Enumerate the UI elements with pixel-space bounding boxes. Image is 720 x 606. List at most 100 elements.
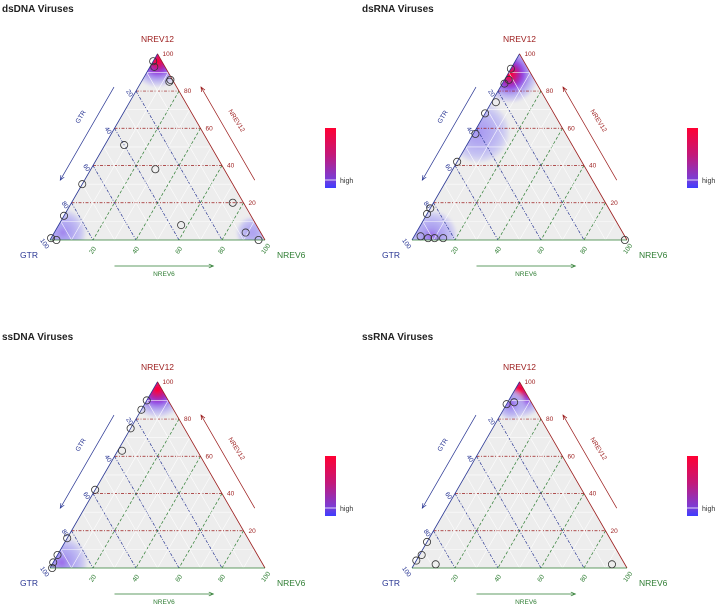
grid-nrev6 (92, 418, 180, 569)
legend-colorbar (325, 128, 336, 188)
tick-nrev12: 40 (227, 163, 235, 170)
tick-gtr: 80 (422, 528, 432, 538)
tick-gtr: 80 (60, 200, 70, 210)
data-point (149, 57, 158, 66)
grid-minor (519, 474, 574, 569)
tick-nrev12: 20 (249, 200, 257, 207)
data-point (241, 228, 250, 237)
tick-nrev12: 100 (163, 379, 174, 386)
data-point (607, 560, 616, 569)
grid-nrev6 (540, 165, 585, 241)
grid-minor (465, 474, 520, 569)
tick-gtr: 80 (60, 528, 70, 538)
tick-gtr: 60 (443, 491, 453, 501)
tick-nrev6: 60 (174, 573, 184, 583)
edge-right (519, 381, 628, 569)
tick-nrev6: 100 (260, 242, 272, 255)
grid-minor (146, 400, 244, 569)
axis-name-nrev12: NREV12 (588, 436, 608, 461)
arrow-nrev12-head (562, 414, 568, 421)
legend-label: high (340, 506, 353, 513)
tick-nrev12: 80 (184, 88, 192, 95)
tick-gtr: 20 (486, 417, 496, 427)
axis-name-gtr: GTR (436, 109, 449, 125)
data-point (118, 446, 127, 455)
data-point (620, 235, 629, 244)
data-point (416, 232, 425, 241)
grid-minor (433, 72, 531, 241)
arrow-gtr-head (421, 503, 427, 509)
edge-right (157, 53, 266, 241)
tick-nrev12: 80 (546, 416, 554, 423)
data-point (510, 398, 519, 407)
edge-left (49, 53, 158, 241)
grid-minor (60, 221, 72, 241)
data-point (228, 198, 237, 207)
data-point (151, 165, 160, 174)
data-point (417, 550, 426, 559)
data-point (52, 235, 61, 244)
data-point (430, 234, 439, 243)
grid-minor (124, 109, 201, 241)
vertex-label-right: NREV6 (277, 250, 306, 260)
density-contour (59, 229, 67, 236)
data-point (423, 209, 432, 218)
density-contour (249, 230, 255, 235)
data-points (47, 57, 263, 244)
grid-minor (486, 109, 563, 241)
arrow-nrev6-head (208, 263, 215, 269)
arrow-gtr (421, 414, 477, 509)
tick-nrev6: 60 (536, 573, 546, 583)
tick-gtr: 40 (103, 126, 113, 136)
grid-minor (81, 511, 115, 569)
tick-nrev6: 40 (493, 573, 503, 583)
tick-nrev12: 60 (568, 453, 576, 460)
tick-nrev6: 80 (217, 573, 227, 583)
tick-nrev12: 20 (611, 200, 619, 207)
arrow-gtr-head (421, 175, 427, 181)
grid-minor (562, 511, 596, 569)
data-point (453, 157, 462, 166)
legend-label: high (702, 178, 715, 185)
legend-label: high (702, 506, 715, 513)
data-point (423, 537, 432, 546)
grid-nrev6 (454, 90, 542, 241)
grid-minor (508, 400, 606, 569)
grid-minor (605, 221, 617, 241)
grid-gtr (92, 493, 137, 569)
tick-nrev6: 80 (217, 245, 227, 255)
grid-minor (443, 183, 477, 241)
arrow-nrev12-head (200, 86, 206, 93)
axis-name-gtr: GTR (436, 437, 449, 453)
tick-nrev6: 20 (450, 573, 460, 583)
tick-nrev12: 40 (227, 491, 235, 498)
arrow-gtr (59, 414, 115, 509)
grid-minor (146, 72, 244, 241)
edge-left (411, 381, 520, 569)
ternary-panel-1: dsDNA Viruses 20 20 20 40 40 40 60 60 60 80 80 80 100… (2, 4, 353, 278)
legend-colorbar (687, 128, 698, 188)
grid-gtr (92, 165, 137, 241)
grid-minor (71, 72, 169, 241)
grid-minor (476, 109, 553, 241)
data-point (47, 234, 56, 243)
tick-nrev6: 20 (88, 573, 98, 583)
vertex-label-left: GTR (20, 250, 38, 260)
grid-lines (422, 72, 617, 241)
panel-title: dsDNA Viruses (2, 4, 74, 15)
data-point (502, 400, 511, 409)
tick-labels: 20 20 20 40 40 40 60 60 60 80 80 80 100 100 100 (400, 379, 634, 584)
grid-lines (60, 72, 255, 241)
data-point (431, 560, 440, 569)
data-point (48, 564, 57, 573)
tick-nrev6: 40 (131, 573, 141, 583)
data-point (412, 556, 421, 565)
arrow-nrev12-head (562, 86, 568, 93)
tick-nrev12: 20 (611, 528, 619, 535)
tick-gtr: 60 (443, 163, 453, 173)
grid-minor (465, 146, 520, 241)
axis-name-nrev12: NREV12 (588, 108, 608, 133)
edge-left (411, 53, 520, 241)
tick-labels: 20 20 20 40 40 40 60 60 60 80 80 80 100 100 100 (38, 51, 272, 256)
